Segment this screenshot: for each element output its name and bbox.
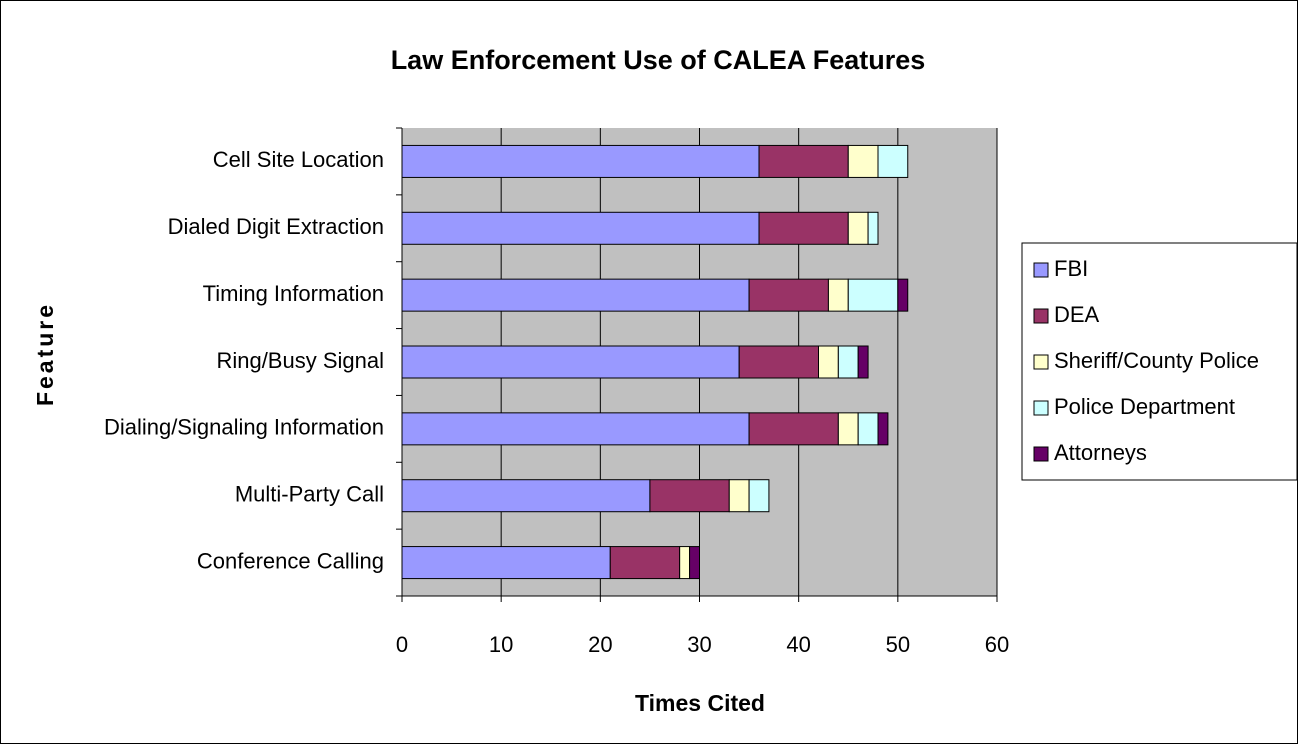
x-tick-label: 0 bbox=[396, 632, 408, 657]
y-tick-label: Timing Information bbox=[203, 281, 384, 306]
x-tick-label: 60 bbox=[985, 632, 1009, 657]
bar-segment bbox=[401, 278, 750, 312]
bar-segment bbox=[877, 412, 889, 446]
x-tick-label: 30 bbox=[687, 632, 711, 657]
bar-segment bbox=[818, 345, 839, 379]
x-tick-label: 20 bbox=[588, 632, 612, 657]
bar-segment bbox=[847, 144, 879, 178]
bar-segment bbox=[679, 546, 691, 580]
bar-segment bbox=[847, 278, 899, 312]
bar-segment bbox=[738, 345, 820, 379]
bar-segment bbox=[837, 412, 859, 446]
legend-label: FBI bbox=[1054, 256, 1088, 281]
bar-segment bbox=[897, 278, 909, 312]
x-axis-label: Times Cited bbox=[635, 690, 765, 716]
bar-segment bbox=[857, 345, 869, 379]
legend-swatch bbox=[1033, 354, 1049, 370]
bar-segment bbox=[748, 278, 829, 312]
bar-segment bbox=[728, 479, 750, 513]
legend-label: Sheriff/County Police bbox=[1054, 348, 1259, 373]
bar-segment bbox=[827, 278, 849, 312]
bar-segment bbox=[401, 345, 740, 379]
y-tick-label: Cell Site Location bbox=[213, 147, 384, 172]
bar-segment bbox=[867, 211, 879, 245]
y-tick-label: Conference Calling bbox=[197, 548, 384, 573]
y-tick-label: Dialing/Signaling Information bbox=[104, 415, 384, 440]
y-tick-label: Multi-Party Call bbox=[235, 482, 384, 507]
bar-segment bbox=[748, 412, 839, 446]
bar-segment bbox=[401, 546, 611, 580]
bar-segment bbox=[401, 144, 760, 178]
bar-segment bbox=[857, 412, 879, 446]
bar-segment bbox=[748, 479, 770, 513]
x-tick-label: 40 bbox=[786, 632, 810, 657]
bar-segment bbox=[689, 546, 700, 580]
bar-segment bbox=[758, 211, 849, 245]
legend-label: Police Department bbox=[1054, 394, 1235, 419]
legend-label: DEA bbox=[1054, 302, 1100, 327]
y-tick-label: Ring/Busy Signal bbox=[216, 348, 384, 373]
legend-label: Attorneys bbox=[1054, 440, 1147, 465]
legend-swatch bbox=[1033, 446, 1049, 462]
bar-segment bbox=[649, 479, 730, 513]
y-axis-label: Feature bbox=[32, 302, 58, 406]
bar-segment bbox=[401, 479, 651, 513]
bar-segment bbox=[401, 211, 760, 245]
bar-segment bbox=[758, 144, 849, 178]
legend-swatch bbox=[1033, 262, 1049, 278]
bar-segment bbox=[837, 345, 859, 379]
bar-segment bbox=[401, 412, 750, 446]
bar-segment bbox=[877, 144, 909, 178]
x-tick-label: 50 bbox=[886, 632, 910, 657]
y-tick-label: Dialed Digit Extraction bbox=[168, 214, 384, 239]
legend-box bbox=[1021, 242, 1298, 481]
legend-swatch bbox=[1033, 308, 1049, 324]
bar-segment bbox=[847, 211, 869, 245]
legend-swatch bbox=[1033, 400, 1049, 416]
x-tick-label: 10 bbox=[489, 632, 513, 657]
bar-segment bbox=[609, 546, 681, 580]
chart-title: Law Enforcement Use of CALEA Features bbox=[391, 45, 926, 75]
